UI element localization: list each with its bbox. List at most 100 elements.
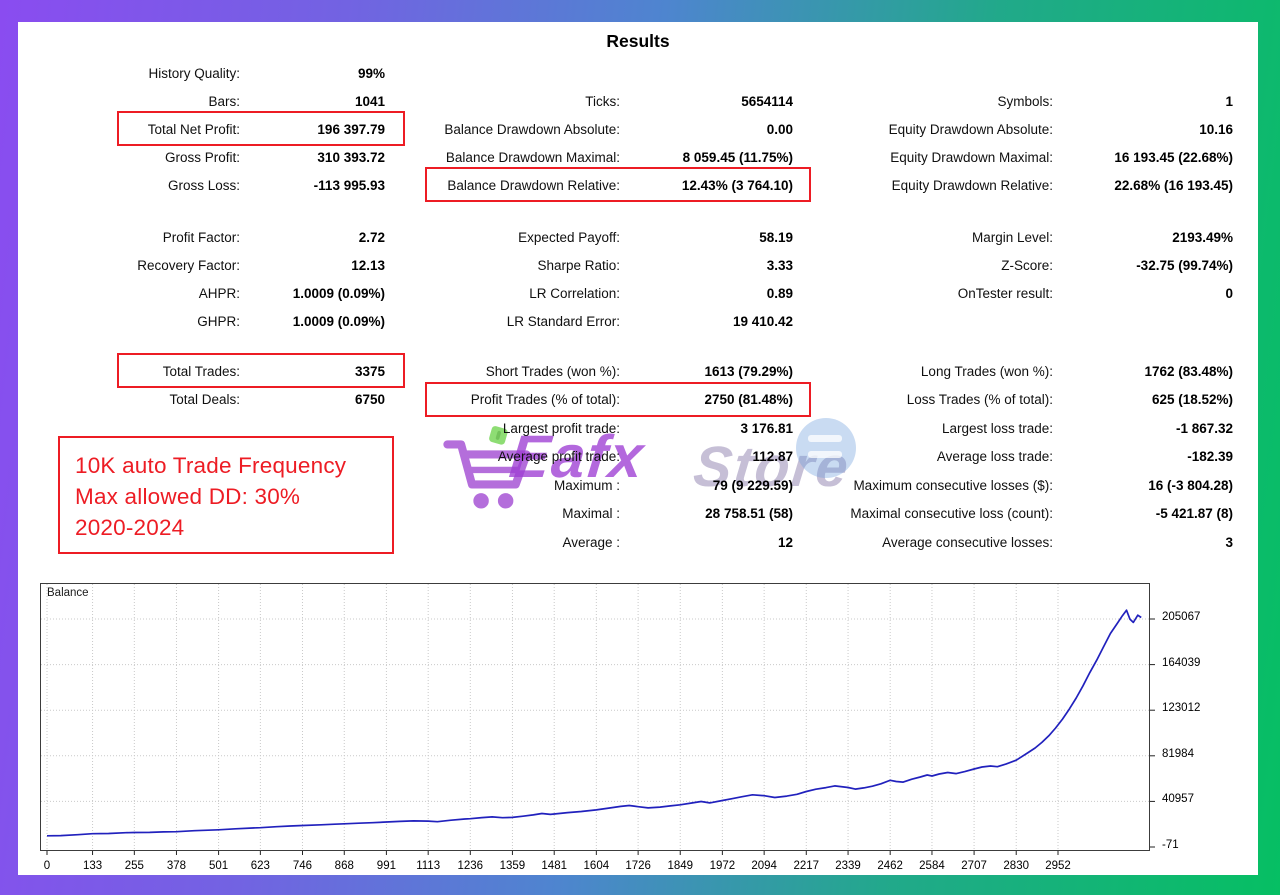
stat-label: Largest profit trade:	[502, 420, 620, 436]
balance-plot	[40, 583, 1155, 855]
stat-row: Average consecutive losses: 3	[826, 531, 1233, 553]
stat-value: 0.89	[766, 285, 793, 301]
y-axis-label: 40957	[1162, 793, 1194, 806]
stat-value: 22.68% (16 193.45)	[1114, 177, 1233, 193]
stat-label: Balance Drawdown Relative:	[447, 177, 620, 193]
stat-label: Total Net Profit:	[147, 121, 240, 137]
stat-row: Equity Drawdown Relative: 22.68% (16 193.…	[826, 174, 1233, 196]
stat-value: 2193.49%	[1172, 229, 1233, 245]
stat-row: Largest loss trade: -1 867.32	[826, 417, 1233, 439]
stat-row: Margin Level: 2193.49%	[826, 226, 1233, 248]
stat-value: -32.75 (99.74%)	[1136, 257, 1233, 273]
stat-row: Profit Factor: 2.72	[36, 226, 385, 248]
x-axis-label: 991	[376, 860, 396, 872]
stat-value: 310 393.72	[317, 149, 385, 165]
stat-label: OnTester result:	[957, 285, 1053, 301]
stat-label: Largest loss trade:	[941, 420, 1053, 436]
stat-value: 1613 (79.29%)	[704, 363, 793, 379]
balance-curve	[46, 609, 1142, 837]
x-axis-label: 1849	[667, 860, 694, 872]
stat-value: -5 421.87 (8)	[1155, 506, 1233, 521]
stat-label: Loss Trades (% of total):	[906, 392, 1053, 407]
stat-label: Maximum consecutive losses ($):	[853, 477, 1053, 493]
stat-label: GHPR:	[197, 313, 240, 329]
page-title: Results	[606, 31, 670, 51]
stat-value: 0	[1225, 285, 1233, 301]
stat-label: Ticks:	[585, 93, 620, 109]
stat-row: Sharpe Ratio: 3.33	[398, 254, 793, 276]
stat-row: Gross Loss: -113 995.93	[36, 174, 385, 196]
x-axis-label: 1359	[499, 860, 526, 872]
stat-label: Maximal :	[562, 506, 620, 521]
stat-value: 1	[1225, 93, 1233, 109]
stat-row: Maximal consecutive loss (count): -5 421.…	[826, 503, 1233, 525]
stat-row: Average loss trade: -182.39	[826, 446, 1233, 468]
stat-row: Average profit trade: 112.87	[398, 446, 793, 468]
stat-label: Profit Factor:	[162, 229, 240, 245]
stat-value: 16 (-3 804.28)	[1148, 477, 1233, 493]
stat-label: Expected Payoff:	[518, 229, 620, 245]
x-axis-label: 2339	[835, 860, 861, 872]
stat-value: -1 867.32	[1175, 420, 1233, 436]
stat-value: 28 758.51 (58)	[705, 506, 793, 521]
stat-row: Total Net Profit: 196 397.79	[36, 118, 385, 140]
stat-row: Largest profit trade: 3 176.81	[398, 417, 793, 439]
stat-value: 3	[1225, 534, 1233, 550]
chart-series-label: Balance	[47, 587, 89, 599]
stat-row: LR Standard Error: 19 410.42	[398, 310, 793, 332]
stat-row: Balance Drawdown Relative: 12.43% (3 764.…	[398, 174, 793, 196]
stat-label: Bars:	[208, 93, 240, 109]
stat-row: Short Trades (won %): 1613 (79.29%)	[398, 360, 793, 382]
x-axis-label: 2584	[919, 860, 945, 872]
shopping-cart-icon	[443, 426, 531, 509]
x-axis-label: 2462	[877, 860, 903, 872]
stat-value: 16 193.45 (22.68%)	[1114, 149, 1233, 165]
x-axis-label: 255	[124, 860, 144, 872]
stat-value: 5654114	[741, 93, 793, 109]
stat-label: Average consecutive losses:	[882, 534, 1053, 550]
stat-value: 3 176.81	[740, 420, 793, 436]
stat-label: Z-Score:	[1001, 257, 1053, 273]
stat-row: Equity Drawdown Maximal: 16 193.45 (22.68…	[826, 146, 1233, 168]
x-axis-label: 1972	[709, 860, 736, 872]
y-axis-label: 123012	[1162, 702, 1201, 715]
stat-label: AHPR:	[198, 285, 240, 301]
stat-row: Equity Drawdown Absolute: 10.16	[826, 118, 1233, 140]
highlight-box	[425, 167, 811, 202]
balance-chart: Balance 0 133 255 378 501 623 746 868 991 1113 123…	[40, 583, 1240, 875]
plot-border	[40, 583, 1150, 851]
stat-label: Average :	[562, 534, 620, 550]
x-axis-label: 1726	[625, 860, 651, 872]
x-axis-label: 0	[43, 860, 51, 872]
stat-label: Maximum :	[553, 477, 620, 493]
stat-value: 2750 (81.48%)	[704, 392, 793, 407]
stat-row: Maximum : 79 (9 229.59)	[398, 474, 793, 496]
stat-label: Average loss trade:	[936, 449, 1053, 464]
stat-label: Equity Drawdown Relative:	[891, 177, 1053, 193]
x-axis-label: 2707	[961, 860, 987, 872]
stat-row: Maximal : 28 758.51 (58)	[398, 503, 793, 525]
stat-value: -113 995.93	[313, 177, 385, 193]
stat-value: 99%	[357, 65, 385, 81]
stat-label: Long Trades (won %):	[920, 363, 1053, 379]
stat-value: 0.00	[766, 121, 793, 137]
stat-label: Profit Trades (% of total):	[470, 392, 620, 407]
stat-value: 10.16	[1199, 121, 1233, 137]
stat-row: Maximum consecutive losses ($): 16 (-3 80…	[826, 474, 1233, 496]
stat-row: Loss Trades (% of total): 625 (18.52%)	[826, 389, 1233, 411]
highlight-box	[117, 111, 405, 146]
stat-row: OnTester result: 0	[826, 282, 1233, 304]
stat-value: 1.0009 (0.09%)	[292, 285, 385, 301]
stat-label: Balance Drawdown Absolute:	[444, 121, 620, 137]
stat-value: 79 (9 229.59)	[712, 477, 793, 493]
stat-value: 1.0009 (0.09%)	[292, 313, 385, 329]
x-axis-label: 1604	[583, 860, 610, 872]
annotation-line: 2020-2024	[75, 515, 185, 540]
x-axis-label: 623	[250, 860, 270, 872]
stat-row: Ticks: 5654114	[398, 90, 793, 112]
stat-label: Gross Loss:	[167, 177, 240, 193]
stat-label: History Quality:	[148, 65, 240, 81]
stat-label: Maximal consecutive loss (count):	[850, 506, 1053, 521]
x-axis-label: 2094	[751, 860, 777, 872]
